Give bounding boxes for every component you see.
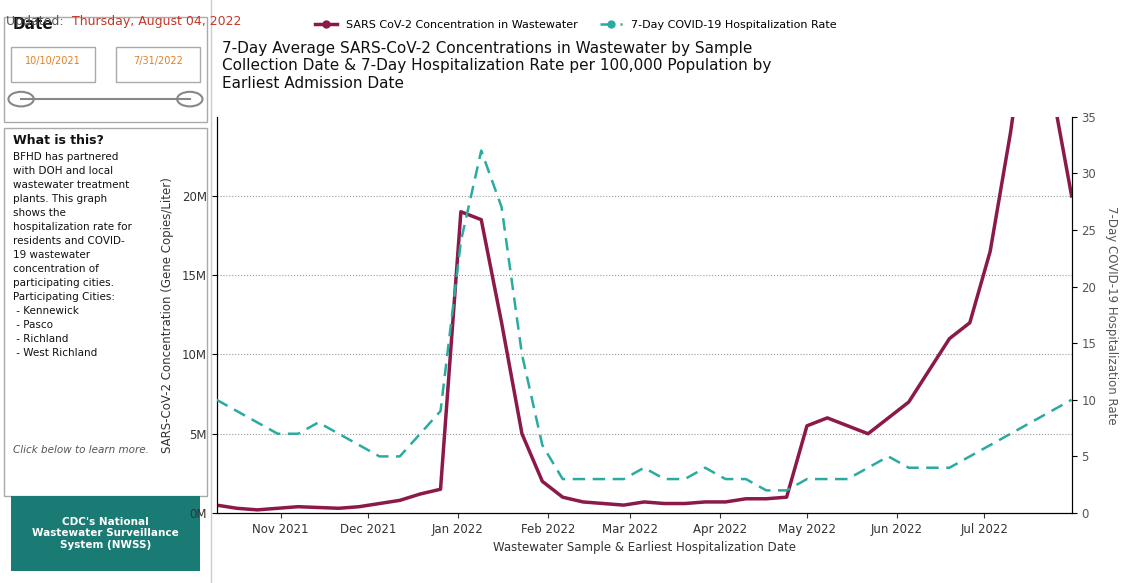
Text: CDC's National
Wastewater Surveillance
System (NWSS): CDC's National Wastewater Surveillance S…	[32, 517, 179, 550]
Text: 10/10/2021: 10/10/2021	[25, 56, 81, 66]
FancyBboxPatch shape	[5, 128, 206, 496]
Text: Click below to learn more.: Click below to learn more.	[13, 445, 148, 455]
Y-axis label: 7-Day COVID-19 Hospitalization Rate: 7-Day COVID-19 Hospitalization Rate	[1105, 206, 1117, 424]
Ellipse shape	[8, 92, 34, 107]
Ellipse shape	[177, 92, 203, 107]
Text: 7/31/2022: 7/31/2022	[133, 56, 184, 66]
Text: Thursday, August 04, 2022: Thursday, August 04, 2022	[72, 15, 242, 27]
Text: 7-Day Average SARS-CoV-2 Concentrations in Wastewater by Sample
Collection Date : 7-Day Average SARS-CoV-2 Concentrations …	[222, 41, 772, 90]
Text: BFHD has partnered
with DOH and local
wastewater treatment
plants. This graph
sh: BFHD has partnered with DOH and local wa…	[13, 152, 131, 357]
Text: What is this?: What is this?	[13, 134, 104, 147]
FancyBboxPatch shape	[5, 17, 206, 122]
X-axis label: Wastewater Sample & Earliest Hospitalization Date: Wastewater Sample & Earliest Hospitaliza…	[492, 542, 796, 554]
Text: Date: Date	[13, 17, 54, 33]
FancyBboxPatch shape	[10, 47, 95, 82]
FancyBboxPatch shape	[116, 47, 201, 82]
Y-axis label: SARS-CoV-2 Concentration (Gene Copies/Liter): SARS-CoV-2 Concentration (Gene Copies/Li…	[161, 177, 173, 453]
FancyBboxPatch shape	[10, 496, 201, 571]
Text: Updated:: Updated:	[6, 15, 75, 27]
Legend: SARS CoV-2 Concentration in Wastewater, 7-Day COVID-19 Hospitalization Rate: SARS CoV-2 Concentration in Wastewater, …	[310, 15, 841, 34]
